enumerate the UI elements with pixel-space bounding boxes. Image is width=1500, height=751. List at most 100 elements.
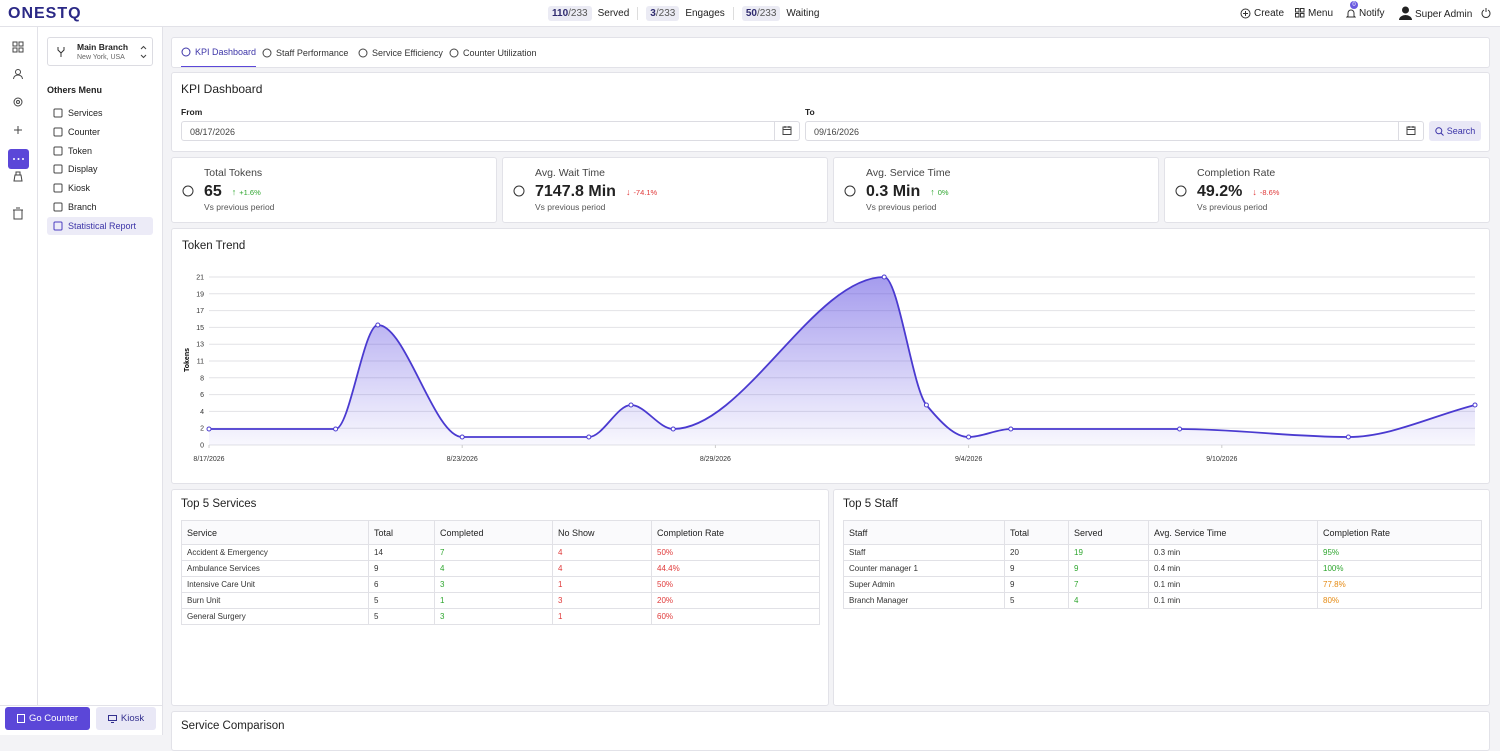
menu-item[interactable]: Display — [47, 160, 153, 178]
kpi-card: Avg. Wait Time 7147.8 Min ↓ -74.1% Vs previo… — [502, 157, 828, 223]
point — [1345, 434, 1351, 440]
user-name[interactable]: Super Admin — [1415, 9, 1473, 20]
input-value: 09/16/2026 — [814, 127, 860, 137]
table-body: Staff 20 19 0.3 min 95% Counter manager 1 9 9 0.… — [843, 544, 1482, 609]
total: /233 — [568, 8, 588, 19]
cell: 4 — [1068, 592, 1149, 609]
menu-icon — [53, 146, 63, 156]
notify[interactable]: Notify — [1359, 8, 1385, 19]
to-date-input[interactable]: 09/16/2026 — [805, 121, 1424, 141]
cell: 1 — [434, 592, 553, 609]
cell: 7 — [1068, 576, 1149, 593]
to-label: To — [805, 107, 815, 117]
icon-shape — [53, 164, 63, 174]
chart-title: Token Trend — [182, 240, 245, 252]
branch-selector[interactable]: Main Branch New York, USA — [47, 37, 153, 66]
icon-shape — [1175, 185, 1187, 197]
tab-icon — [181, 47, 191, 57]
tab[interactable]: Counter Utilization — [449, 38, 537, 67]
menu-label: Token — [68, 145, 93, 156]
menu-icon — [53, 127, 63, 137]
cell: 50% — [651, 544, 820, 561]
cell: 60% — [651, 608, 820, 625]
trend-arrow: ↑ — [231, 187, 237, 197]
menu[interactable]: Menu — [1308, 8, 1334, 19]
branch-location: New York, USA — [77, 54, 125, 61]
calendar-button[interactable] — [774, 121, 800, 141]
kpi-title: Avg. Wait Time — [535, 167, 606, 179]
top-bar: ONESTQ 110/233 Served 3/233 Engages 50/233 Wa… — [0, 0, 1500, 27]
from-date-input[interactable]: 08/17/2026 — [181, 121, 800, 141]
calendar-button[interactable] — [1398, 121, 1424, 141]
y-tick-label: 21 — [196, 275, 204, 282]
cell: Staff — [843, 544, 1005, 561]
point — [1472, 402, 1478, 408]
cell: 100% — [1317, 560, 1482, 577]
tab[interactable]: KPI Dashboard — [181, 38, 257, 67]
table-row: Ambulance Services 9 4 4 44.4% — [181, 560, 820, 577]
point — [586, 434, 592, 440]
change-value: 0% — [937, 187, 949, 197]
kpi-value-row: 65 ↑ +1.6% — [204, 183, 261, 201]
kpi-value-row: 49.2% ↓ -8.6% — [1197, 183, 1279, 201]
branch-name: Main Branch — [77, 42, 129, 52]
menu-item[interactable]: Statistical Report — [47, 216, 153, 235]
icon-shape — [53, 183, 63, 193]
menu-item[interactable]: Token — [47, 142, 153, 160]
card-title: Service Comparison — [181, 720, 285, 732]
cell: 3 — [552, 592, 652, 609]
menu-item[interactable]: Counter — [47, 123, 153, 141]
go-counter-button[interactable]: Go Counter — [5, 707, 90, 730]
branch-icon — [57, 47, 65, 57]
column-header: Completion Rate — [1317, 520, 1482, 545]
separator — [732, 7, 734, 20]
logo[interactable]: ONESTQ — [8, 5, 82, 22]
table-row: Staff 20 19 0.3 min 95% — [843, 544, 1482, 561]
icon-shape — [53, 221, 63, 231]
column-header: Served — [1068, 520, 1149, 545]
menu-item[interactable]: Services — [47, 104, 153, 122]
point — [1177, 426, 1183, 432]
search-button[interactable]: Search — [1429, 121, 1481, 141]
kpi-value-row: 7147.8 Min ↓ -74.1% — [535, 183, 657, 201]
button-icon — [16, 714, 25, 723]
kpi-title: Total Tokens — [204, 167, 263, 179]
cell: 6 — [368, 576, 435, 593]
kpi-icon — [182, 185, 194, 197]
change-value: +1.6% — [239, 187, 261, 197]
sidebar — [38, 27, 163, 705]
stat-count: 3/233 — [646, 6, 680, 21]
tab-label: Counter Utilization — [463, 48, 537, 58]
point — [966, 434, 972, 440]
service-comparison-card — [171, 711, 1490, 751]
total: /233 — [655, 8, 676, 19]
icon-shape — [262, 48, 272, 58]
cell: 0.1 min — [1148, 592, 1318, 609]
kpi-note: Vs previous period — [535, 202, 606, 212]
menu-item[interactable]: Kiosk — [47, 179, 153, 197]
tab[interactable]: Staff Performance — [262, 38, 348, 67]
chevrons — [140, 45, 147, 59]
x-tick-label: 9/4/2026 — [955, 456, 982, 463]
create[interactable]: Create — [1254, 8, 1285, 19]
power-icon[interactable] — [1481, 7, 1491, 18]
cell: Branch Manager — [843, 592, 1005, 609]
stat-count: 110/233 — [548, 6, 592, 21]
bell-icon — [1346, 9, 1356, 18]
kiosk-button[interactable]: Kiosk — [96, 707, 156, 730]
y-tick-label: 4 — [200, 409, 204, 416]
stat-label: Waiting — [786, 8, 820, 19]
trend-arrow: ↑ — [930, 187, 935, 197]
services-table: Service Total Completed No Show Completion R… — [181, 520, 820, 625]
x-tick-label: 8/17/2026 — [193, 456, 224, 463]
kpi-note: Vs previous period — [866, 202, 937, 212]
menu-item[interactable]: Branch — [47, 198, 153, 216]
cell: 4 — [434, 560, 553, 577]
cell: 80% — [1317, 592, 1482, 609]
point — [881, 274, 887, 280]
tab[interactable]: Service Efficiency — [358, 38, 443, 67]
cell: 77.8% — [1317, 576, 1482, 593]
cell: 9 — [1068, 560, 1149, 577]
cell: Super Admin — [843, 576, 1005, 593]
